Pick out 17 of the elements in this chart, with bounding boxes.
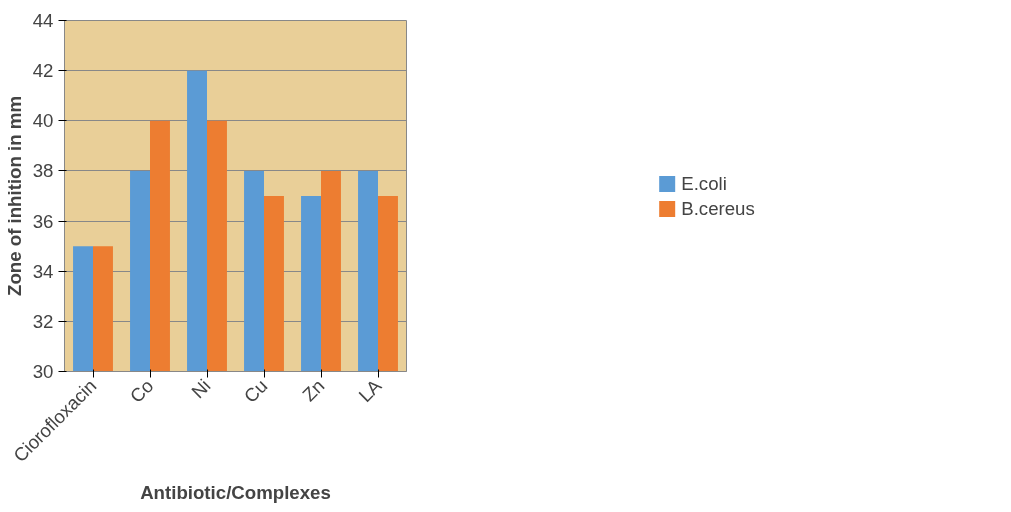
y-tick-label: 44 [32, 10, 54, 31]
x-tick-label: Zn [298, 375, 329, 406]
y-tick-label: 42 [32, 60, 54, 82]
y-tick-label: 38 [32, 160, 54, 182]
y-tick-label: 30 [32, 361, 54, 382]
y-tick-label: 40 [32, 110, 54, 132]
x-tick-label: Co [125, 375, 158, 407]
x-tick-label: Ni [187, 375, 215, 403]
y-tick-label: 36 [32, 210, 54, 232]
y-tick-label: 32 [32, 310, 54, 332]
y-axis-title: Zone of inhition in mm [3, 95, 25, 296]
y-tick-label: 34 [32, 260, 54, 282]
x-axis-title: Antibiotic/Complexes [140, 481, 331, 503]
x-tick-label: Cu [239, 375, 272, 407]
legend-label: B.cereus [681, 197, 755, 219]
x-tick-label: LA [354, 374, 386, 407]
legend-label: E.coli [681, 172, 727, 194]
